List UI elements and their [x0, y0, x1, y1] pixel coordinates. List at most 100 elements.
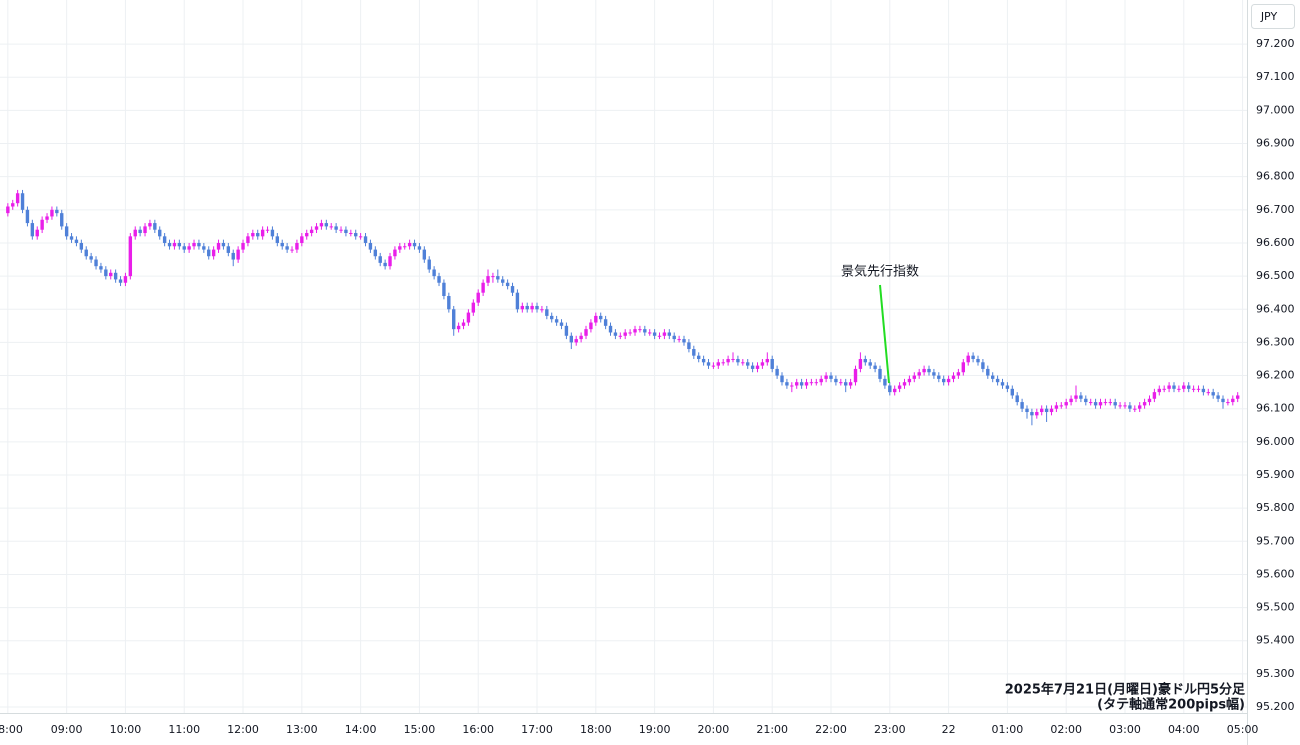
candle-body [167, 242, 172, 247]
candle-body [697, 355, 701, 359]
y-tick-label: 96.200 [1256, 369, 1295, 382]
candle-body [1000, 382, 1005, 386]
candle-body [603, 319, 608, 326]
candle-body [545, 309, 549, 316]
candle-body [814, 382, 819, 384]
candle-body [35, 229, 39, 237]
candle-body [701, 358, 706, 363]
candle-body [878, 368, 882, 379]
candle-body [804, 382, 809, 386]
candle-body [912, 375, 917, 379]
candle-body [677, 339, 681, 341]
candle-body [981, 362, 985, 369]
candle-body [496, 276, 500, 280]
candle-body [530, 305, 534, 310]
candle-body [672, 335, 676, 340]
candle-body [550, 315, 554, 320]
candle-body [858, 358, 863, 369]
candle-body [437, 276, 441, 283]
candle-body [314, 226, 319, 230]
candle-body [643, 329, 647, 333]
candle-body [319, 223, 324, 227]
candle-body [839, 382, 843, 384]
candle-body [118, 279, 123, 283]
candle-body [956, 372, 961, 376]
candle-body [1211, 392, 1215, 396]
candle-body [510, 286, 515, 293]
y-tick-label: 95.500 [1256, 601, 1295, 614]
y-tick-label: 95.600 [1256, 567, 1295, 580]
candle-body [1235, 395, 1240, 399]
candle-body [1123, 405, 1127, 407]
y-tick-label: 96.000 [1256, 435, 1295, 448]
candle-body [1039, 408, 1044, 413]
candle-body [1010, 388, 1014, 396]
candle-body [515, 292, 520, 310]
candle-body [942, 378, 946, 383]
candle-body [897, 385, 902, 389]
candle-body [540, 309, 544, 311]
candle-body [946, 378, 951, 383]
candle-body [1201, 388, 1206, 393]
candle-body [574, 339, 578, 343]
caption: (タテ軸通常200pips幅) [1097, 697, 1245, 713]
candle-body [236, 249, 240, 260]
candle-body [618, 335, 623, 337]
candle-body [417, 246, 422, 250]
candle-body [305, 233, 309, 237]
candle-body [148, 223, 152, 227]
candle-body [60, 213, 64, 227]
candle-body [662, 332, 667, 336]
candle-body [971, 355, 975, 359]
candle-body [275, 236, 280, 243]
candle-body [1186, 385, 1191, 389]
candle-body [363, 236, 368, 243]
candle-body [358, 236, 363, 238]
candle-body [329, 226, 333, 228]
candle-body [398, 246, 402, 250]
candle-body [1142, 402, 1147, 406]
candle-body [1030, 412, 1034, 416]
candle-body [1044, 408, 1049, 413]
candle-body [564, 325, 569, 336]
candle-body [378, 256, 382, 263]
candle-body [505, 282, 510, 287]
x-tick-label: 04:00 [1168, 723, 1200, 736]
candle-body [824, 375, 828, 379]
candle-body [1182, 385, 1186, 389]
candle-body [1064, 402, 1068, 406]
candle-body [731, 358, 735, 360]
candle-body [554, 319, 559, 323]
candle-body [246, 236, 250, 243]
candle-body [64, 226, 69, 237]
candle-body [211, 249, 216, 257]
candle-body [1147, 398, 1152, 403]
candle-body [89, 256, 93, 260]
candle-body [991, 375, 995, 379]
candle-body [99, 266, 103, 270]
candle-body [15, 193, 20, 204]
candle-body [608, 325, 613, 333]
annotation: 景気先行指数 [841, 264, 919, 280]
candle-body [746, 362, 750, 366]
y-tick-label: 96.500 [1256, 269, 1295, 282]
candle-body [501, 279, 505, 283]
candle-body [1162, 388, 1166, 390]
candle-body [1231, 398, 1235, 403]
candle-body [30, 223, 35, 237]
candle-body [633, 329, 637, 333]
candle-body [1113, 402, 1117, 406]
candle-body [113, 272, 118, 280]
y-tick-label: 96.400 [1256, 302, 1295, 315]
candle-body [50, 209, 54, 217]
candle-body [927, 368, 931, 373]
candle-body [1196, 388, 1201, 390]
candle-body [84, 249, 88, 257]
x-tick-label: 22:00 [815, 723, 847, 736]
candle-body [162, 236, 167, 243]
x-tick-label: 23:00 [874, 723, 906, 736]
y-tick-label: 96.800 [1256, 170, 1295, 183]
annotation-line [879, 284, 890, 384]
